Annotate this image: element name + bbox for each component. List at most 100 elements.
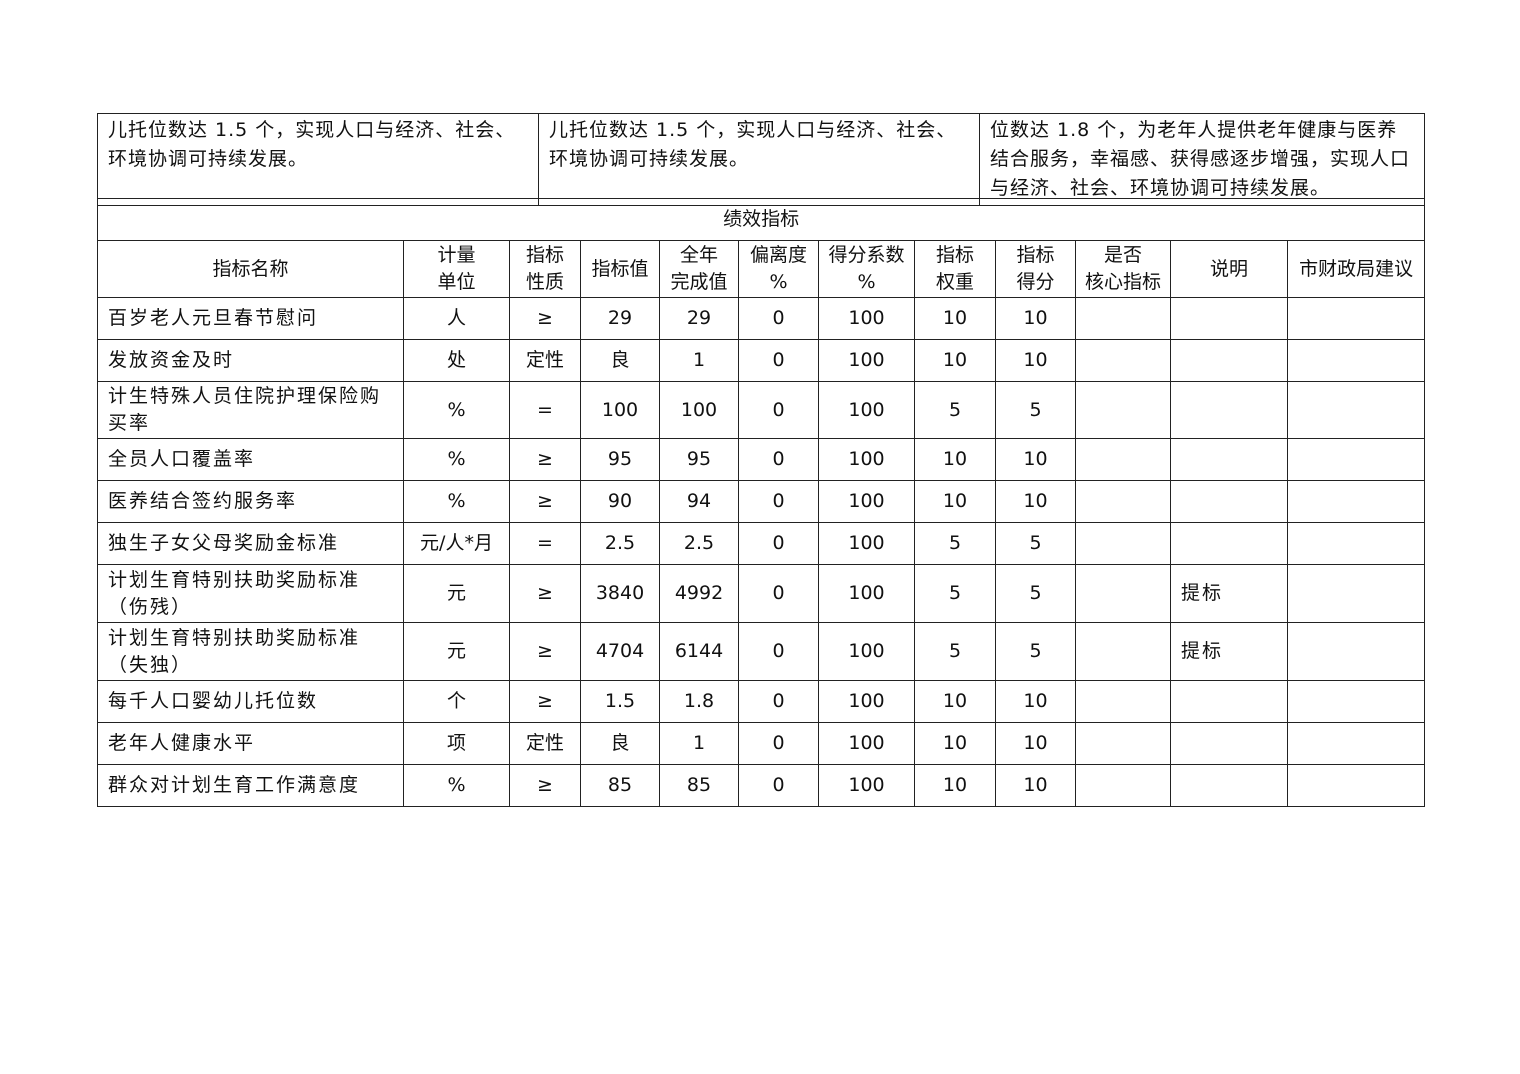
- table-cell: 2.5: [580, 522, 660, 565]
- table-cell: 0: [738, 680, 819, 723]
- column-header: 市财政局建议: [1286, 240, 1426, 298]
- table-cell: %: [403, 764, 510, 807]
- table-cell: [1170, 381, 1288, 439]
- table-row: 医养结合签约服务率% ≥90 94 0 100 10 10: [97, 480, 1426, 523]
- indicator-name: 百岁老人元旦春节慰问: [97, 297, 404, 340]
- table-cell: 10: [995, 480, 1076, 523]
- table-cell: [1286, 564, 1426, 623]
- table-cell: [1286, 722, 1426, 765]
- indicator-name: 全员人口覆盖率: [97, 438, 404, 481]
- table-cell: 人: [403, 297, 510, 340]
- table-cell: 10: [914, 722, 996, 765]
- table-cell: 个: [403, 680, 510, 723]
- table-row: 计划生育特别扶助奖励标准（失独）元 ≥4704 6144 0 100 5 5 提标: [97, 622, 1426, 681]
- table-row: 群众对计划生育工作满意度% ≥85 85 0 100 10 10: [97, 764, 1426, 807]
- table-cell: 5: [995, 522, 1076, 565]
- table-cell: 6144: [659, 622, 739, 681]
- table-cell: [1170, 339, 1288, 382]
- column-header: 指标 权重: [914, 240, 996, 298]
- table-cell: 0: [738, 297, 819, 340]
- table-cell: =: [509, 522, 581, 565]
- table-cell: [1075, 522, 1171, 565]
- table-cell: 1.5: [580, 680, 660, 723]
- table-cell: 4704: [580, 622, 660, 681]
- table-cell: 100: [818, 339, 915, 382]
- table-cell: 元: [403, 622, 510, 681]
- table-cell: [1170, 764, 1288, 807]
- table-cell: 100: [818, 480, 915, 523]
- table-cell: [1286, 764, 1426, 807]
- table-cell: [1075, 480, 1171, 523]
- table-cell: ≥: [509, 622, 581, 681]
- table-cell: 10: [914, 480, 996, 523]
- column-header: 偏离度 %: [738, 240, 819, 298]
- indicator-name: 每千人口婴幼儿托位数: [97, 680, 404, 723]
- table-cell: 10: [914, 764, 996, 807]
- table-cell: 0: [738, 339, 819, 382]
- table-cell: [1075, 297, 1171, 340]
- table-cell: [1286, 438, 1426, 481]
- goal-cell: 儿托位数达 1.5 个，实现人口与经济、社会、环境协调可持续发展。: [538, 113, 980, 206]
- table-cell: 100: [818, 297, 915, 340]
- table-cell: 0: [738, 564, 819, 623]
- table-cell: ≥: [509, 480, 581, 523]
- table-cell: ≥: [509, 438, 581, 481]
- table-cell: 85: [659, 764, 739, 807]
- table-cell: [1286, 297, 1426, 340]
- table-cell: %: [403, 480, 510, 523]
- column-header: 计量 单位: [403, 240, 510, 298]
- table-cell: 元: [403, 564, 510, 623]
- table-cell: 5: [995, 564, 1076, 623]
- table-cell: [1170, 297, 1288, 340]
- table-cell: 10: [914, 680, 996, 723]
- table-cell: 元/人*月: [403, 522, 510, 565]
- table-cell: 0: [738, 722, 819, 765]
- table-cell: 0: [738, 381, 819, 439]
- table-cell: 100: [818, 722, 915, 765]
- table-cell: ≥: [509, 764, 581, 807]
- column-header: 指标名称: [97, 240, 404, 298]
- table-cell: [1286, 480, 1426, 523]
- table-cell: [1075, 381, 1171, 439]
- table-cell: 3840: [580, 564, 660, 623]
- table-cell: 5: [914, 622, 996, 681]
- table-cell: 10: [914, 438, 996, 481]
- table-cell: [1075, 438, 1171, 481]
- table-cell: [1286, 680, 1426, 723]
- table-cell: [1075, 680, 1171, 723]
- table-cell: =: [509, 381, 581, 439]
- table-cell: [1286, 339, 1426, 382]
- table-cell: [1170, 680, 1288, 723]
- table-cell: [1075, 622, 1171, 681]
- table-cell: 100: [818, 564, 915, 623]
- table-cell: [1075, 764, 1171, 807]
- table-cell: 1: [659, 339, 739, 382]
- table-cell: 提标: [1170, 622, 1288, 681]
- table-cell: 定性: [509, 339, 581, 382]
- table-cell: [1170, 480, 1288, 523]
- table-cell: 提标: [1170, 564, 1288, 623]
- table-row: 计划生育特别扶助奖励标准（伤残）元 ≥3840 4992 0 100 5 5 提标: [97, 564, 1426, 623]
- table-cell: [1286, 522, 1426, 565]
- table-cell: 94: [659, 480, 739, 523]
- table-cell: ≥: [509, 680, 581, 723]
- table-cell: 100: [659, 381, 739, 439]
- goal-text-table: 儿托位数达 1.5 个，实现人口与经济、社会、环境协调可持续发展。 儿托位数达 …: [97, 113, 1425, 206]
- table-cell: 10: [995, 680, 1076, 723]
- table-cell: 1.8: [659, 680, 739, 723]
- goal-cell: 位数达 1.8 个，为老年人提供老年健康与医养结合服务，幸福感、获得感逐步增强，…: [979, 113, 1425, 206]
- table-cell: 29: [580, 297, 660, 340]
- indicator-name: 发放资金及时: [97, 339, 404, 382]
- table-cell: 5: [914, 522, 996, 565]
- table-cell: 2.5: [659, 522, 739, 565]
- column-header: 说明: [1170, 240, 1288, 298]
- table-cell: 0: [738, 522, 819, 565]
- column-header: 全年 完成值: [659, 240, 739, 298]
- header-row: 指标名称 计量 单位 指标 性质 指标值 全年 完成值 偏离度 % 得分系数 % 指标 权重指…: [97, 240, 1426, 298]
- table-cell: ≥: [509, 564, 581, 623]
- table-cell: 5: [914, 381, 996, 439]
- table-cell: 0: [738, 622, 819, 681]
- table-cell: [1170, 438, 1288, 481]
- column-header: 是否 核心指标: [1075, 240, 1171, 298]
- column-header: 指标 得分: [995, 240, 1076, 298]
